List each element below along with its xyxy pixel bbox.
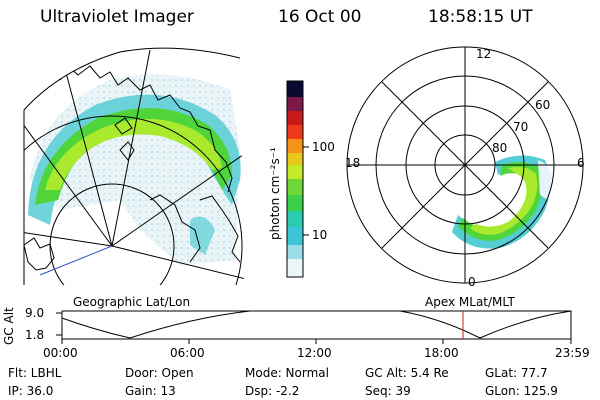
- polar-label-80: 80: [492, 141, 508, 155]
- polar-label-12: 12: [476, 47, 492, 61]
- x-tick-1800: 18:00: [424, 346, 459, 360]
- colorbar: [286, 80, 309, 278]
- info-dsp: Dsp: -2.2: [245, 384, 300, 398]
- polar-plot: [346, 46, 584, 284]
- polar-label-6: 6: [577, 156, 585, 170]
- info-gc-alt: GC Alt: 5.4 Re: [365, 366, 449, 380]
- colorbar-tick-10: 10: [312, 228, 328, 242]
- info-gain: Gain: 13: [125, 384, 176, 398]
- colorbar-tick-100: 100: [312, 140, 335, 154]
- info-filter: Flt: LBHL: [8, 366, 62, 380]
- date-label: 16 Oct 00: [278, 7, 362, 27]
- info-glon: GLon: 125.9: [485, 384, 558, 398]
- info-seq: Seq: 39: [365, 384, 411, 398]
- apex-title: Apex MLat/MLT: [425, 295, 515, 309]
- colorbar-units-label: photon cm⁻²s⁻¹: [268, 147, 282, 240]
- x-tick-2359: 23:59: [555, 346, 590, 360]
- y-tick-9: 9.0: [25, 306, 45, 320]
- polar-label-70: 70: [513, 120, 529, 134]
- info-ip: IP: 36.0: [8, 384, 54, 398]
- polar-label-18: 18: [345, 156, 361, 170]
- info-door: Door: Open: [125, 366, 194, 380]
- gc-alt-axis-label: GC Alt: [2, 307, 16, 345]
- app-title: Ultraviolet Imager: [40, 7, 194, 27]
- y-tick-1-8: 1.8: [25, 328, 45, 342]
- info-mode: Mode: Normal: [245, 366, 329, 380]
- polar-label-0: 0: [468, 275, 476, 289]
- x-tick-0600: 06:00: [170, 346, 205, 360]
- info-glat: GLat: 77.7: [485, 366, 548, 380]
- x-tick-1200: 12:00: [297, 346, 332, 360]
- time-label: 18:58:15 UT: [428, 7, 533, 27]
- polar-label-60: 60: [535, 98, 551, 112]
- geographic-map: [24, 48, 244, 286]
- geographic-title: Geographic Lat/Lon: [73, 295, 191, 309]
- x-tick-0000: 00:00: [43, 346, 78, 360]
- altitude-timeline: [56, 310, 572, 344]
